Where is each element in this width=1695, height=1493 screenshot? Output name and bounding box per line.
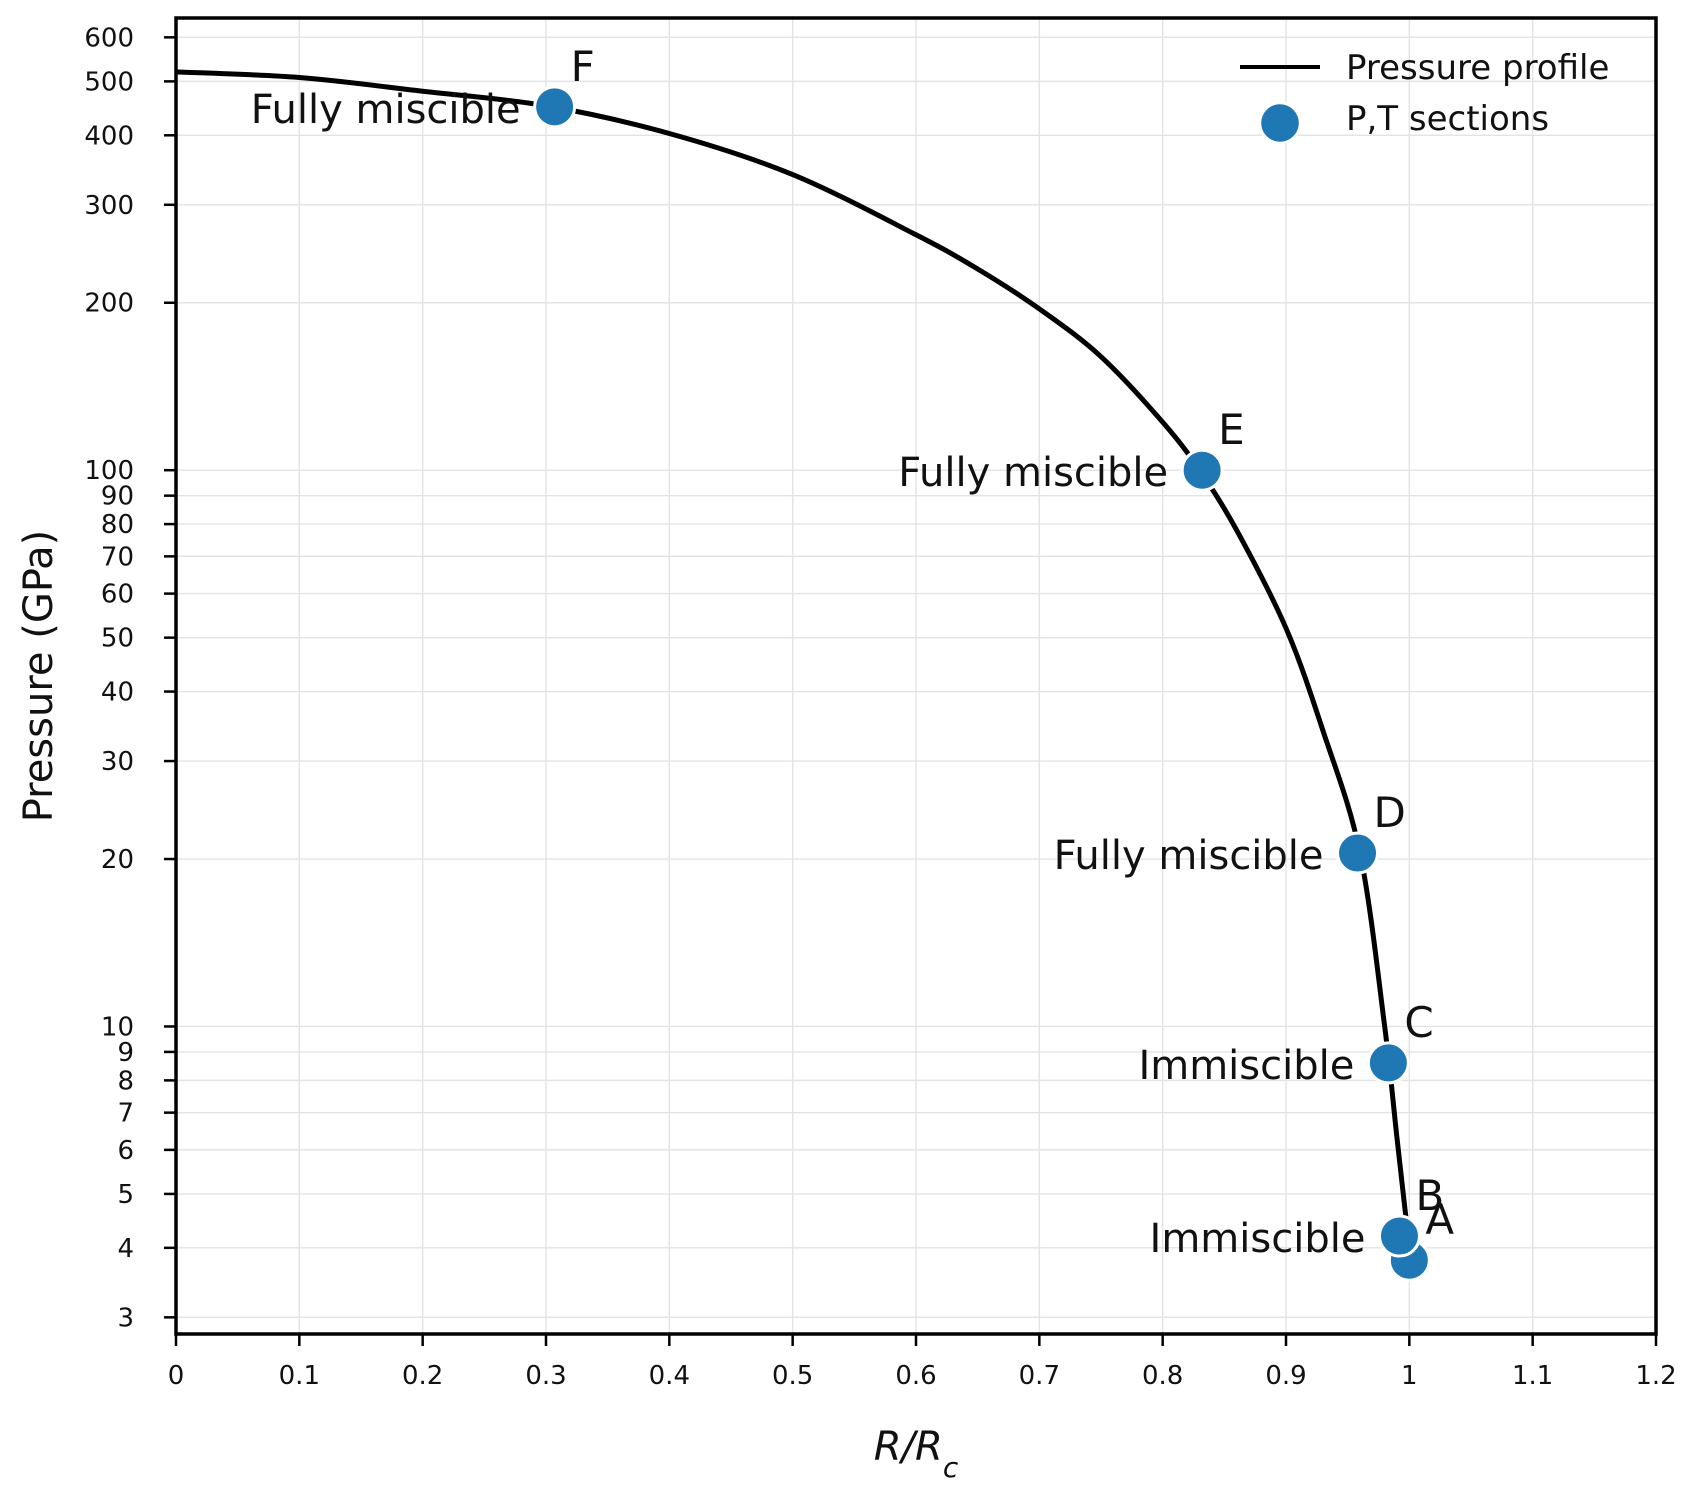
- pressure-profile-line: [175, 69, 1412, 1249]
- x-tick-label: 0.7: [1019, 1361, 1060, 1391]
- y-tick-label: 200: [84, 289, 134, 319]
- y-tick-label: 60: [101, 580, 134, 610]
- pt-label-c: C: [1404, 998, 1433, 1047]
- y-tick-label: 500: [84, 67, 134, 97]
- x-tick-label: 1.2: [1635, 1361, 1676, 1391]
- x-tick-label: 0.5: [772, 1361, 813, 1391]
- y-tick-label: 50: [101, 624, 134, 654]
- y-tick-label: 5: [117, 1180, 134, 1210]
- x-axis-label: R/Rc: [874, 1424, 959, 1484]
- y-tick-label: 600: [84, 23, 134, 53]
- pt-sections-layer: AB Immiscible C Immiscible D Fully miscible E F…: [251, 42, 1454, 1282]
- y-axis-label: Pressure (GPa): [16, 530, 62, 823]
- annotation-c: Immiscible: [1138, 1043, 1354, 1089]
- pressure-profile-layer: [175, 69, 1412, 1249]
- pt-point-e: [1180, 448, 1224, 492]
- x-axis-label-sub: c: [943, 1451, 959, 1484]
- legend-label-pressure-profile: Pressure profile: [1346, 48, 1609, 88]
- x-tick-label: 1.1: [1512, 1361, 1553, 1391]
- pt-label-a: A: [1425, 1195, 1454, 1244]
- y-tick-label: 6: [117, 1136, 134, 1166]
- x-axis-ticks: 0 0.1 0.2 0.3 0.4 0.5 0.6 0.7 0.8 0.9 1 1.1 1.2: [168, 1334, 1677, 1391]
- x-tick-label: 0.9: [1265, 1361, 1306, 1391]
- pt-point-c: [1366, 1041, 1410, 1085]
- x-tick-label: 0.8: [1142, 1361, 1183, 1391]
- pt-label-e: E: [1218, 405, 1245, 454]
- grid-lines: [175, 18, 1657, 1334]
- x-tick-label: 0: [168, 1361, 185, 1391]
- pt-point-b: [1377, 1214, 1421, 1258]
- pt-label-d: D: [1374, 788, 1406, 837]
- annotation-b: Immiscible: [1150, 1216, 1366, 1262]
- annotation-e: Fully miscible: [898, 450, 1168, 496]
- annotation-d: Fully miscible: [1054, 833, 1324, 879]
- pt-label-b: B: [1415, 1171, 1444, 1220]
- x-tick-label: 0.2: [402, 1361, 443, 1391]
- annotation-f: Fully miscible: [251, 87, 521, 133]
- y-tick-label: 4: [117, 1234, 134, 1264]
- legend-marker-swatch: [1258, 101, 1302, 145]
- pt-point-d: [1336, 831, 1380, 875]
- y-tick-label: 20: [101, 845, 134, 875]
- y-tick-label: 300: [84, 191, 134, 221]
- pt-point-f: [533, 85, 577, 129]
- x-axis-label-num: R/R: [874, 1424, 943, 1470]
- x-tick-label: 1: [1401, 1361, 1418, 1391]
- y-tick-label: 80: [101, 510, 134, 540]
- legend-label-pt-sections: P,T sections: [1346, 99, 1549, 139]
- x-tick-label: 0.3: [525, 1361, 566, 1391]
- x-tick-label: 0.4: [649, 1361, 690, 1391]
- y-tick-label: 10: [101, 1012, 134, 1042]
- x-tick-label: 0.1: [279, 1361, 320, 1391]
- y-tick-label: 7: [117, 1099, 134, 1129]
- y-tick-label: 40: [101, 678, 134, 708]
- legend: Pressure profile P,T sections: [1240, 48, 1609, 145]
- y-tick-label: 3: [117, 1303, 134, 1333]
- y-tick-label: 70: [101, 542, 134, 572]
- y-tick-label: 30: [101, 747, 134, 777]
- y-tick-label: 90: [101, 482, 134, 512]
- y-tick-label: 8: [117, 1066, 134, 1096]
- x-tick-label: 0.6: [895, 1361, 936, 1391]
- y-tick-label: 100: [84, 456, 134, 486]
- y-tick-label: 9: [117, 1038, 134, 1068]
- pt-label-f: F: [571, 42, 595, 91]
- y-tick-label: 400: [84, 121, 134, 151]
